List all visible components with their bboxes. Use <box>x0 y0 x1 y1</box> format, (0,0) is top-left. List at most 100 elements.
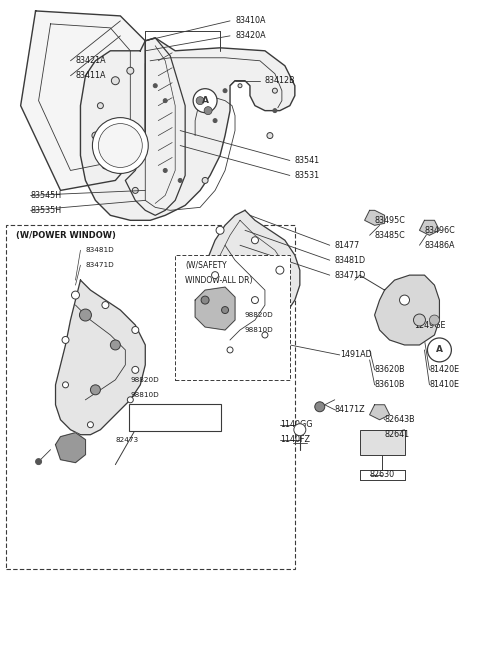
Circle shape <box>127 67 134 74</box>
Text: 83420A: 83420A <box>235 31 265 41</box>
Circle shape <box>216 226 224 234</box>
Text: 83481D: 83481D <box>335 255 366 265</box>
Circle shape <box>413 314 425 326</box>
Text: 98810D: 98810D <box>245 327 274 333</box>
Circle shape <box>430 315 439 325</box>
Circle shape <box>276 266 284 274</box>
Circle shape <box>72 291 80 299</box>
Text: 83610B: 83610B <box>374 381 405 389</box>
Text: 1327CB: 1327CB <box>250 295 281 305</box>
Circle shape <box>87 422 94 428</box>
Text: 82473: 82473 <box>115 437 139 443</box>
Circle shape <box>36 458 42 464</box>
Bar <box>175 255 290 380</box>
Polygon shape <box>56 280 145 435</box>
Circle shape <box>196 97 204 105</box>
Polygon shape <box>365 210 384 225</box>
Circle shape <box>80 309 91 321</box>
Text: 83486A: 83486A <box>424 241 455 250</box>
Circle shape <box>202 178 208 183</box>
Circle shape <box>102 301 109 309</box>
Circle shape <box>132 366 139 373</box>
Circle shape <box>252 297 258 303</box>
Text: 83535H: 83535H <box>31 206 62 215</box>
Circle shape <box>252 236 258 244</box>
Circle shape <box>127 397 133 403</box>
Text: WINDOW-ALL DR): WINDOW-ALL DR) <box>185 276 252 285</box>
Circle shape <box>212 272 218 278</box>
Circle shape <box>399 295 409 305</box>
Text: 98820D: 98820D <box>245 312 274 318</box>
Circle shape <box>178 178 182 183</box>
Circle shape <box>163 168 167 172</box>
Circle shape <box>132 187 138 193</box>
Polygon shape <box>195 287 235 330</box>
Circle shape <box>62 337 69 343</box>
Text: A: A <box>202 96 209 105</box>
Bar <box>360 430 405 455</box>
Circle shape <box>273 109 277 113</box>
Text: 98820D: 98820D <box>130 377 159 383</box>
Text: 81420E: 81420E <box>430 365 459 375</box>
Circle shape <box>428 338 451 362</box>
Text: 81410E: 81410E <box>430 381 459 389</box>
Circle shape <box>213 119 217 122</box>
Polygon shape <box>190 210 300 370</box>
Polygon shape <box>56 433 85 462</box>
Circle shape <box>193 88 217 113</box>
Text: 83545H: 83545H <box>31 191 62 200</box>
Polygon shape <box>81 38 295 220</box>
Polygon shape <box>21 11 145 191</box>
Circle shape <box>92 132 99 139</box>
Text: A: A <box>436 345 443 354</box>
Text: 83541: 83541 <box>295 156 320 165</box>
Circle shape <box>97 103 103 109</box>
Text: 83410A: 83410A <box>235 16 265 26</box>
Text: 84171Z: 84171Z <box>335 405 365 414</box>
Text: 1140GG: 1140GG <box>280 421 312 429</box>
Circle shape <box>416 316 423 324</box>
Polygon shape <box>125 38 185 215</box>
Text: (W/SAFETY: (W/SAFETY <box>185 261 227 270</box>
Circle shape <box>223 88 227 92</box>
Circle shape <box>132 326 139 333</box>
Text: 83481D: 83481D <box>85 247 114 253</box>
Text: 82643B: 82643B <box>384 415 415 424</box>
Circle shape <box>93 118 148 174</box>
Circle shape <box>227 347 233 353</box>
FancyBboxPatch shape <box>129 403 221 431</box>
Circle shape <box>153 84 157 88</box>
Circle shape <box>110 340 120 350</box>
Text: 83531: 83531 <box>295 171 320 180</box>
Text: 83421A: 83421A <box>75 56 106 66</box>
Text: REF.60-770: REF.60-770 <box>152 413 199 422</box>
Text: 1140FZ: 1140FZ <box>280 435 310 444</box>
Circle shape <box>163 99 167 103</box>
Text: 83485C: 83485C <box>374 231 405 240</box>
Circle shape <box>267 132 273 139</box>
Text: 98810D: 98810D <box>130 392 159 398</box>
Text: (W/POWER WINDOW): (W/POWER WINDOW) <box>16 231 116 240</box>
Text: 83412B: 83412B <box>265 76 296 85</box>
Bar <box>6 225 295 569</box>
Polygon shape <box>374 275 439 345</box>
Text: 83496C: 83496C <box>424 226 455 234</box>
Circle shape <box>204 107 212 115</box>
Circle shape <box>111 77 120 84</box>
Text: 83620B: 83620B <box>374 365 405 375</box>
Circle shape <box>262 332 268 338</box>
Circle shape <box>212 322 218 328</box>
Text: 1249GE: 1249GE <box>415 320 446 329</box>
Text: REF.60-770: REF.60-770 <box>175 410 219 419</box>
Circle shape <box>238 84 242 88</box>
Circle shape <box>294 424 306 436</box>
Text: 82630: 82630 <box>370 470 395 479</box>
Circle shape <box>102 162 109 169</box>
Circle shape <box>315 402 325 412</box>
Circle shape <box>273 88 277 93</box>
Circle shape <box>222 307 228 314</box>
Text: 83471D: 83471D <box>85 262 114 268</box>
Polygon shape <box>370 405 390 420</box>
Circle shape <box>62 382 69 388</box>
Text: 83471D: 83471D <box>335 271 366 280</box>
